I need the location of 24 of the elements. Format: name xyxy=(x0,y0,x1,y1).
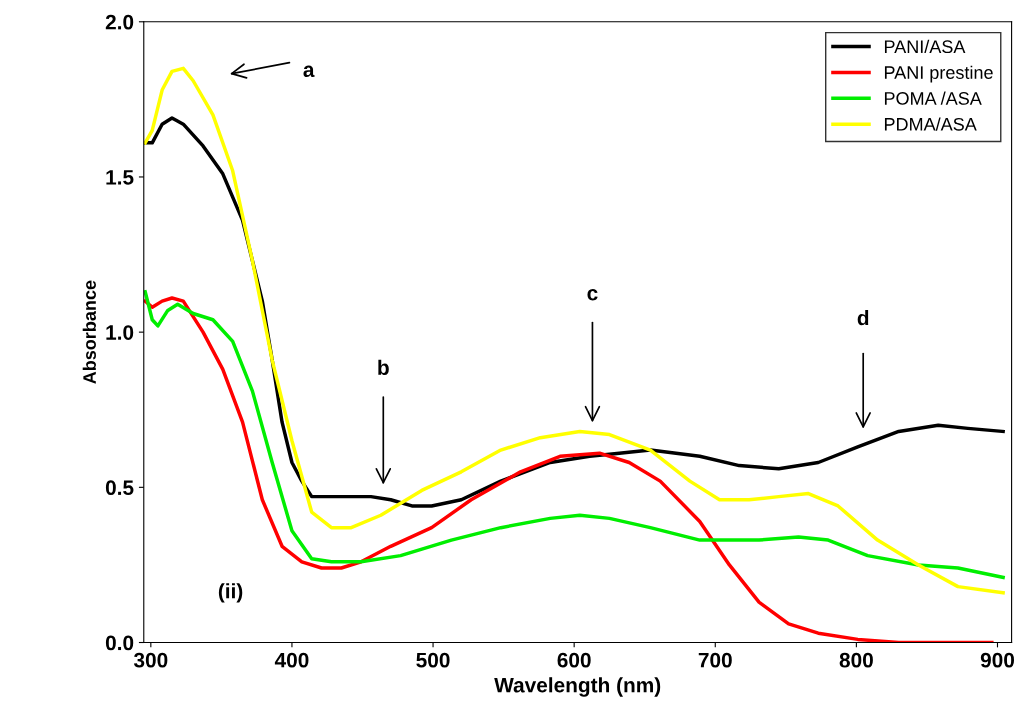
y-tick-label: 1.5 xyxy=(106,170,134,185)
x-tick-label: 300 xyxy=(133,652,168,668)
annotation: (ii) xyxy=(218,583,243,603)
line-series xyxy=(143,290,1005,580)
legend-label: PDMA/ASA xyxy=(884,117,977,131)
y-axis-title: Absorbance xyxy=(82,280,96,384)
y-tick-label: 2.0 xyxy=(105,14,134,30)
x-tick-label: 900 xyxy=(980,652,1015,668)
annotation: b xyxy=(378,359,389,375)
legend-label: PANI/ASA xyxy=(884,39,966,54)
y-tick-label: 1.0 xyxy=(106,325,134,340)
x-tick-label: 400 xyxy=(274,652,309,668)
x-tick-label: 600 xyxy=(557,652,591,668)
annotation: a xyxy=(303,65,315,78)
annotation: c xyxy=(587,289,598,301)
x-axis-title: Wavelength (nm) xyxy=(494,677,661,697)
x-tick-label: 800 xyxy=(839,652,873,668)
annotation: d xyxy=(857,310,869,326)
x-tick-label: 700 xyxy=(698,652,732,668)
x-tick-label: 500 xyxy=(416,652,450,668)
legend-label: PANI prestine xyxy=(884,65,993,83)
y-tick-label: 0.0 xyxy=(105,635,134,651)
y-tick-label: 0.5 xyxy=(105,480,134,496)
legend-label: POMA /ASA xyxy=(884,91,982,105)
